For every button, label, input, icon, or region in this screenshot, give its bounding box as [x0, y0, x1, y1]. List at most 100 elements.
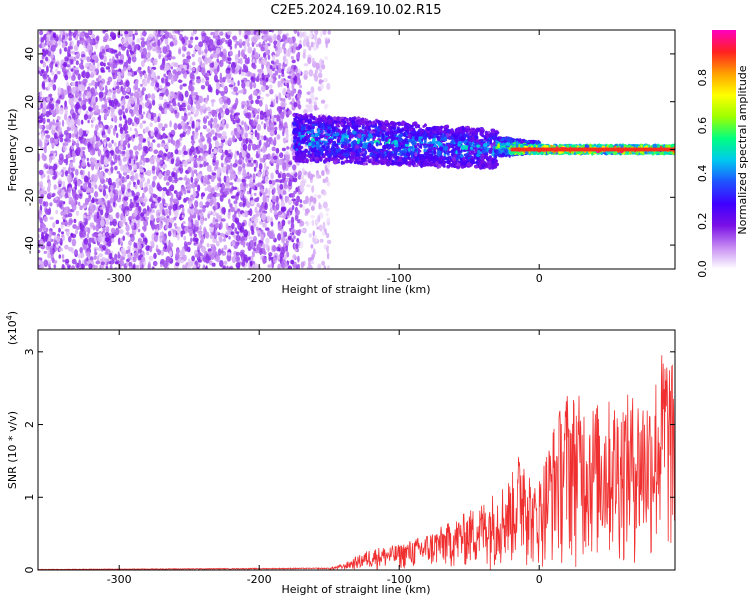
- spectrogram-cell: [77, 201, 81, 206]
- spectrogram-cell: [172, 198, 178, 202]
- spectrogram-cell: [66, 85, 71, 92]
- spectrogram-cell: [326, 252, 330, 260]
- spectrogram-cell: [94, 191, 98, 198]
- spectrogram-cell: [73, 44, 79, 52]
- spectrogram-cell: [93, 174, 98, 183]
- spectrogram-cell: [67, 48, 71, 57]
- spectrogram-cell: [169, 120, 172, 128]
- spectrogram-cell: [268, 179, 273, 185]
- spectrogram-cell: [255, 36, 261, 40]
- spectrogram-cell: [107, 241, 112, 247]
- spectrogram-cell: [273, 33, 277, 41]
- spectrogram-cell: [107, 177, 112, 186]
- spectrogram-cell: [256, 114, 260, 120]
- spectrogram-cell: [40, 102, 43, 109]
- spectrogram-cell: [45, 208, 49, 215]
- spectrogram-cell: [153, 149, 159, 154]
- spectrogram-cell: [215, 222, 220, 228]
- spectrogram-cell: [42, 173, 46, 179]
- spectrogram-cell: [105, 185, 108, 189]
- spectrogram-cell: [99, 189, 103, 193]
- spectrogram-cell: [295, 209, 300, 216]
- spectrogram-cell: [99, 264, 102, 269]
- spectrogram-cell: [215, 255, 221, 263]
- spectrogram-cell: [168, 175, 173, 183]
- spectrogram-cell: [49, 202, 53, 207]
- spectrogram-cell: [314, 97, 318, 101]
- spectrogram-cell: [223, 175, 227, 183]
- spectrogram-cell: [249, 106, 255, 111]
- spectrogram-cell: [269, 88, 274, 95]
- spectrogram-cell: [43, 201, 46, 207]
- spectrogram-cell: [134, 80, 139, 88]
- spectrogram-cell: [64, 244, 69, 250]
- spectrogram-cell: [311, 219, 315, 227]
- spectrogram-cell: [125, 232, 130, 235]
- spectrogram-cell: [50, 97, 54, 102]
- spectrogram-cell: [183, 150, 188, 156]
- spectrogram-cell: [136, 97, 140, 105]
- spectrogram-cell: [89, 150, 93, 156]
- spectrogram-cell: [251, 186, 256, 190]
- spectrogram-cell: [61, 254, 65, 259]
- spectrogram-cell: [41, 153, 45, 160]
- spectrogram-cell: [122, 235, 126, 241]
- spectrogram-cell: [276, 34, 281, 41]
- spectrogram-cell: [247, 46, 253, 54]
- spectrogram-cell: [75, 142, 80, 148]
- spectrogram-cell: [84, 221, 87, 226]
- spectrogram-cell: [53, 171, 58, 180]
- spectrogram-cell: [225, 222, 229, 231]
- spectrogram-cell: [269, 202, 273, 207]
- spectrogram-cell: [262, 256, 267, 265]
- spectrogram-cell: [46, 192, 52, 199]
- spectrogram-cell: [232, 186, 238, 190]
- spectrogram-cell: [176, 139, 180, 144]
- spectrogram-cell: [297, 80, 301, 85]
- spectrogram-cell: [277, 173, 282, 179]
- spectrogram-cell: [41, 81, 46, 88]
- spectrogram-cell: [285, 127, 289, 136]
- spectrogram-cell: [279, 152, 284, 159]
- spectrogram-cell: [69, 34, 72, 38]
- spectrogram-cell: [103, 109, 108, 114]
- spectrogram-cell: [176, 248, 180, 257]
- spectrogram-cell: [174, 149, 179, 155]
- spectrogram-cell: [70, 50, 76, 55]
- spectrogram-cell: [324, 38, 328, 45]
- spectrogram-cell: [252, 143, 257, 151]
- spectrogram-cell: [219, 236, 223, 243]
- spectrogram-cell: [50, 103, 55, 111]
- spectrogram-cell: [286, 82, 290, 89]
- spectrogram-cell: [144, 237, 148, 246]
- spectrogram-cell: [134, 128, 137, 132]
- spectrogram-cell: [164, 63, 170, 71]
- spectrogram-cell: [157, 186, 163, 192]
- spectrogram-cell: [232, 35, 237, 41]
- spectrogram-cell: [89, 143, 93, 150]
- spectrogram-cell: [39, 30, 44, 36]
- spectrogram-cell: [297, 255, 300, 263]
- spectrogram-cell: [286, 210, 290, 217]
- spectrogram-cell: [251, 250, 255, 258]
- spectrogram-cell: [217, 90, 221, 94]
- spectrogram-cell: [64, 100, 67, 107]
- spectrogram-cell: [88, 237, 91, 246]
- spectrogram-cell: [144, 186, 148, 192]
- spectrogram-cell: [240, 127, 244, 136]
- spectrogram-cell: [262, 59, 267, 66]
- spectrogram-cell: [190, 91, 196, 96]
- spectrogram-cell: [283, 88, 286, 96]
- spectrogram-cell: [179, 163, 183, 169]
- spectrogram-cell: [259, 189, 265, 193]
- spectrogram-cell: [141, 89, 144, 94]
- spectrogram-cell: [210, 31, 215, 36]
- spectrogram-cell: [122, 251, 126, 258]
- spectrogram-cell: [213, 233, 217, 240]
- spectrogram-cell: [238, 50, 241, 58]
- spectrogram-cell: [52, 84, 57, 91]
- spectrogram-cell: [269, 122, 275, 130]
- spectrogram-cell: [144, 102, 149, 108]
- spectrogram-cell: [53, 75, 57, 83]
- spectrogram-cell: [177, 79, 183, 84]
